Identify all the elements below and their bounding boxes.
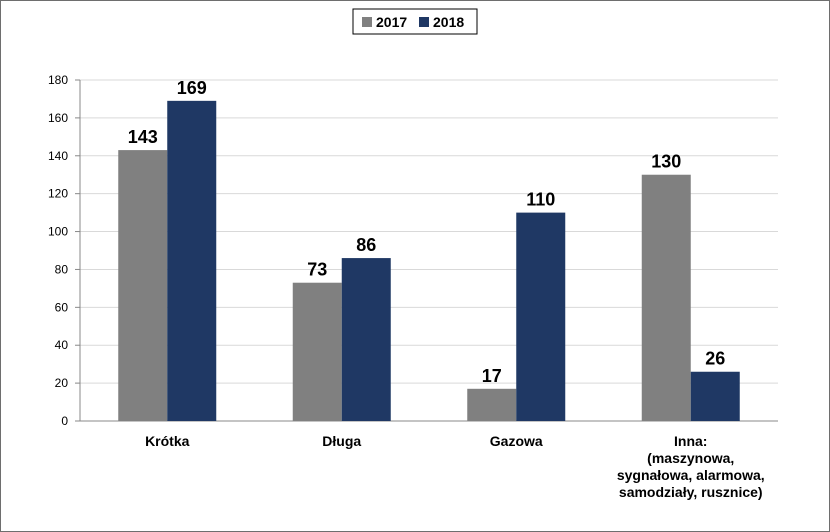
bar-2017-3 — [641, 174, 691, 421]
category-label: sygnałowa, alarmowa, — [617, 467, 765, 483]
data-label: 26 — [705, 349, 725, 369]
legend-label-2018: 2018 — [433, 14, 464, 30]
data-label: 110 — [526, 190, 555, 210]
y-tick-label: 40 — [55, 338, 69, 352]
category-label: (maszynowa, — [647, 450, 734, 466]
data-label: 17 — [482, 366, 502, 386]
legend: 2017 2018 — [352, 8, 478, 35]
bars — [118, 100, 740, 421]
y-tick-label: 80 — [55, 262, 69, 276]
data-label: 130 — [651, 152, 681, 172]
bar-2018-0 — [167, 100, 217, 421]
y-tick-label: 120 — [48, 187, 68, 201]
data-label: 86 — [356, 235, 376, 255]
bar-2018-1 — [341, 258, 391, 421]
y-tick-label: 60 — [55, 300, 69, 314]
x-axis-labels: Krótka Długa Gazowa Inna:(maszynowa,sygnało… — [145, 433, 765, 500]
category-label: Gazowa — [490, 433, 543, 449]
bar-2018-2 — [516, 212, 566, 421]
category-label: Inna: — [674, 433, 707, 449]
bar-2017-2 — [467, 388, 517, 421]
category-label: samodziały, rusznice) — [619, 484, 763, 500]
bar-2017-1 — [292, 282, 342, 421]
y-axis-ticks: 0 20 40 60 80 100 120 140 160 180 — [48, 73, 68, 428]
y-tick-label: 100 — [48, 225, 68, 239]
bar-2017-0 — [118, 150, 168, 421]
y-tick-label: 180 — [48, 73, 68, 87]
data-label: 169 — [177, 78, 207, 98]
data-label: 143 — [128, 127, 158, 147]
legend-label-2017: 2017 — [376, 14, 407, 30]
data-labels: 143 169 73 86 17 110 130 26 — [128, 78, 726, 386]
y-tick-label: 20 — [55, 376, 69, 390]
legend-box — [352, 8, 478, 35]
category-label: Krótka — [145, 433, 190, 449]
y-tick-label: 160 — [48, 111, 68, 125]
data-label: 73 — [307, 260, 327, 280]
y-tick-label: 140 — [48, 149, 68, 163]
bar-2018-3 — [690, 371, 740, 421]
legend-swatch-2018 — [419, 17, 429, 27]
category-label: Długa — [322, 433, 361, 449]
y-tick-label: 0 — [61, 414, 68, 428]
legend-swatch-2017 — [362, 17, 372, 27]
